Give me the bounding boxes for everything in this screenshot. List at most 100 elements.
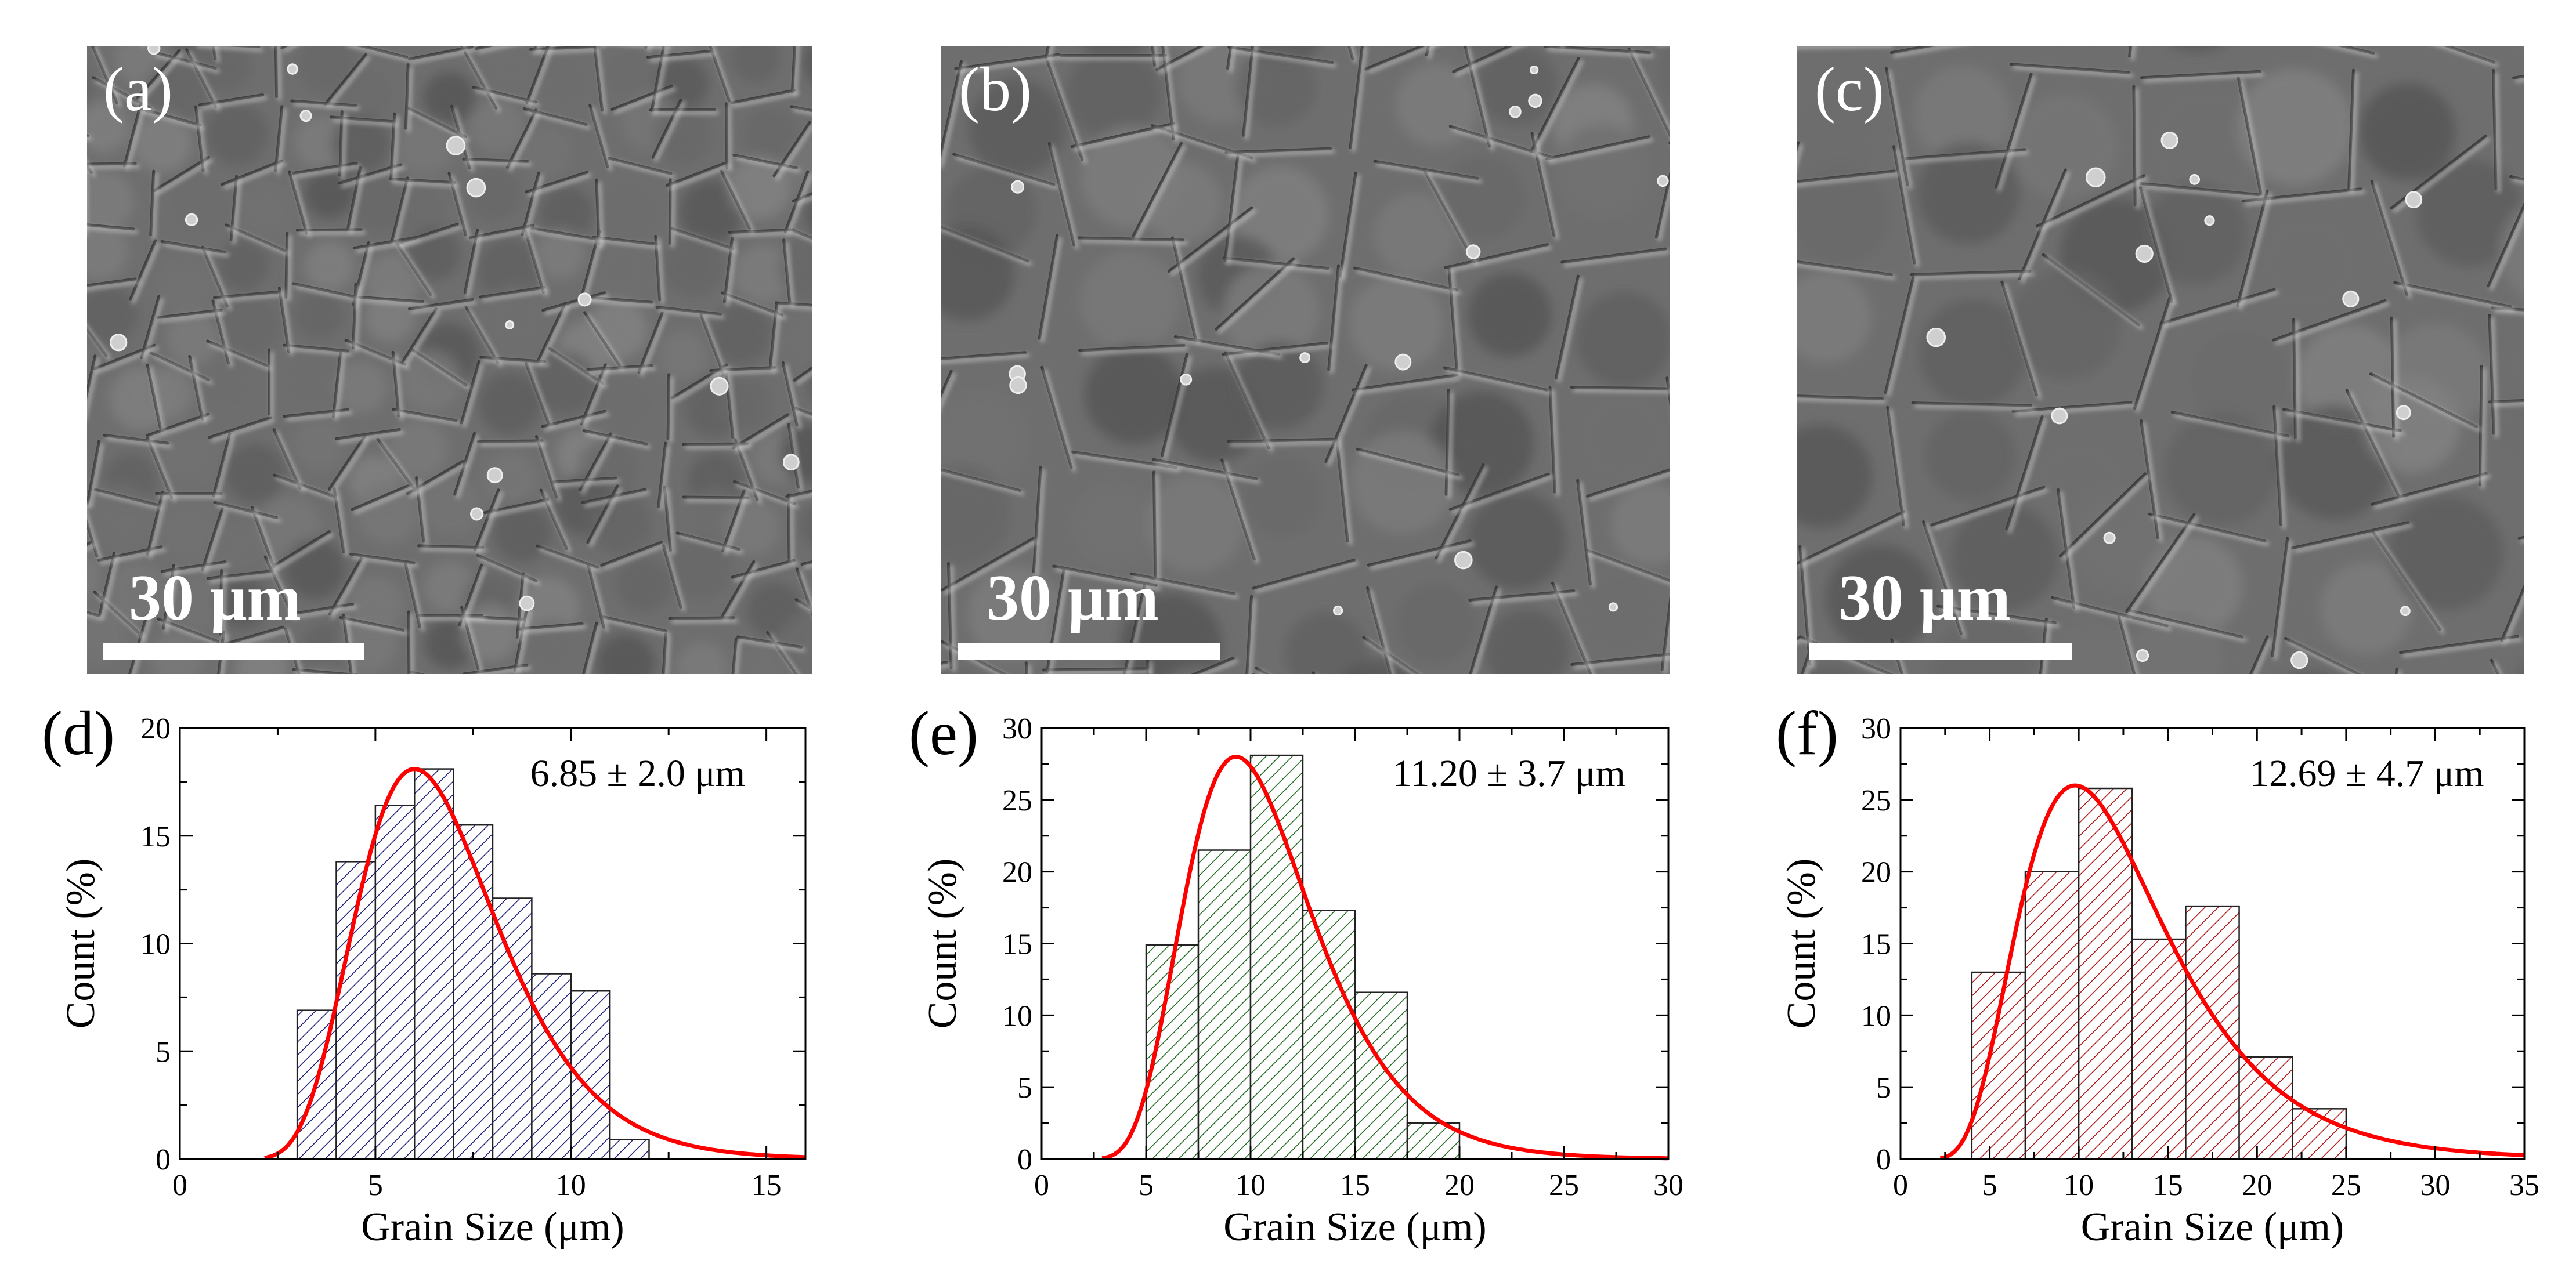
grain-boundary <box>1222 341 1329 356</box>
grain-shade <box>2028 0 2123 38</box>
grain-edge-highlight <box>1698 795 1801 812</box>
grain-edge-highlight <box>80 607 82 671</box>
grain-edge-highlight <box>1874 0 1896 20</box>
grain-shade <box>1429 390 1534 495</box>
grain-edge-highlight <box>610 160 675 178</box>
y-tick-label: 30 <box>1002 712 1032 745</box>
grain-edge-highlight <box>1081 346 1188 355</box>
micrograph-b: (b) 30 μm <box>819 0 1801 989</box>
grain-shade <box>19 137 72 191</box>
grain-shade <box>533 351 597 415</box>
grain-boundary <box>2132 85 2137 207</box>
grain-edge-highlight <box>1658 35 1762 45</box>
grain-edge-highlight <box>1352 46 1367 152</box>
grain-boundary <box>2282 408 2402 433</box>
grain-boundary <box>1660 595 1670 671</box>
grain-boundary <box>274 105 284 172</box>
surface-particle <box>2405 191 2423 209</box>
grain-edge-highlight <box>1227 354 1273 452</box>
grain-shade <box>424 562 475 613</box>
grain-edge-highlight <box>219 690 229 753</box>
grain-boundary <box>1652 39 1769 55</box>
grain-shade <box>1671 577 1765 671</box>
grain-edge-highlight <box>867 477 925 504</box>
x-tick-label: 15 <box>1340 1169 1370 1202</box>
grain-edge-highlight <box>784 364 801 430</box>
grain-shade <box>2165 413 2277 526</box>
grain-edge-highlight <box>771 306 781 374</box>
grain-shade <box>2237 69 2353 186</box>
grain-shade <box>1913 66 2012 164</box>
grain-boundary <box>720 560 756 619</box>
grain-edge-highlight <box>1330 267 1343 374</box>
grain-boundary <box>1995 73 2033 189</box>
grain-edge-highlight <box>163 242 230 257</box>
grain-shade <box>200 46 251 92</box>
grain-edge-highlight <box>283 46 296 53</box>
grain-edge-highlight <box>595 238 662 249</box>
grain-boundary <box>829 49 868 99</box>
grain-shade <box>590 693 652 755</box>
x-axis-label: Grain Size (μm) <box>2081 1205 2344 1250</box>
grain-shade <box>1693 161 1772 240</box>
grain-edge-highlight <box>2173 414 2293 441</box>
grain-edge-highlight <box>605 618 670 636</box>
grain-boundary <box>1447 265 1459 373</box>
grain-boundary <box>637 311 664 374</box>
grain-shade <box>539 57 590 108</box>
grain-boundary <box>288 170 308 235</box>
grain-edge-highlight <box>678 534 743 554</box>
grain-boundary <box>731 19 793 33</box>
grain-edge-highlight <box>95 79 154 113</box>
grain-edge-highlight <box>1797 144 1803 165</box>
grain-boundary <box>87 611 100 617</box>
grain-boundary <box>1674 680 1710 778</box>
grain-edge-highlight <box>87 325 111 360</box>
x-tick-label: 25 <box>1549 1169 1579 1202</box>
grain-boundary <box>1872 0 1894 17</box>
grain-edge-highlight <box>583 366 610 429</box>
grain-boundary <box>800 560 812 566</box>
grain-edge-highlight <box>1797 46 1893 49</box>
grain-edge-highlight <box>87 280 140 291</box>
y-tick-label: 25 <box>1861 784 1891 817</box>
grain-boundary <box>1656 256 1773 270</box>
grain-boundary <box>346 166 362 232</box>
grain-shade <box>1685 908 1765 989</box>
grain-shade <box>7 219 64 276</box>
grain-edge-highlight <box>191 358 207 423</box>
grain-boundary <box>208 416 272 439</box>
grain-edge-highlight <box>1223 461 1259 564</box>
grain-shade <box>2277 405 2392 520</box>
grain-boundary <box>1682 270 1786 271</box>
grain-edge-highlight <box>2372 375 2481 432</box>
grain-edge-highlight <box>216 504 281 523</box>
grain-shade <box>144 59 209 123</box>
grain-boundary <box>93 343 156 371</box>
grain-edge-highlight <box>792 696 811 757</box>
grain-shade <box>1234 341 1324 430</box>
grain-shade <box>218 239 269 291</box>
grain-edge-highlight <box>2492 661 2502 674</box>
grain-boundary <box>1755 486 1771 589</box>
grain-edge-highlight <box>1547 48 1654 57</box>
grain-boundary <box>853 174 876 234</box>
grain-boundary <box>819 343 918 376</box>
grain-boundary <box>853 307 855 371</box>
grain-edge-highlight <box>735 416 793 452</box>
grain-edge-highlight <box>848 35 910 52</box>
grain-boundary <box>188 355 204 421</box>
grain-boundary <box>2488 314 2495 435</box>
grain-edge-highlight <box>2120 616 2138 674</box>
grain-shade <box>469 99 525 154</box>
grain-boundary <box>541 291 606 312</box>
grain-shade <box>1659 297 1751 390</box>
grain-shade <box>2389 496 2504 611</box>
grain-edge-highlight <box>335 490 348 556</box>
grain-boundary <box>2277 836 2372 906</box>
grain-edge-highlight <box>286 411 352 421</box>
grain-boundary <box>539 488 569 551</box>
grain-boundary <box>586 364 653 371</box>
grain-boundary <box>1737 0 1778 31</box>
grain-boundary <box>407 0 412 38</box>
